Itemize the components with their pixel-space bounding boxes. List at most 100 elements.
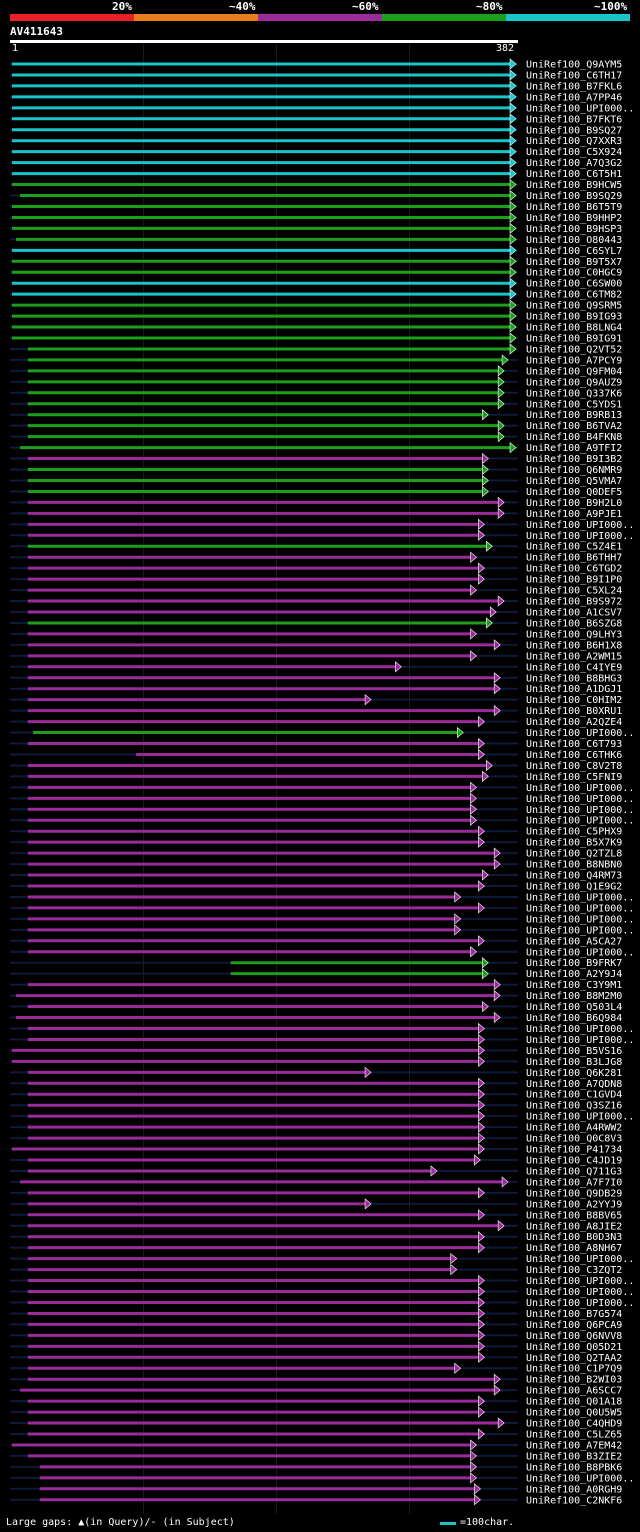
hit-row[interactable]: UniRef100_B8PBK6	[10, 1461, 622, 1474]
hit-row[interactable]: UniRef100_B9SQ29	[10, 189, 622, 203]
hit-row[interactable]: UniRef100_UPI000..	[10, 781, 634, 794]
hit-row[interactable]: UniRef100_A1CSV7	[10, 606, 622, 619]
hit-row[interactable]: UniRef100_C1P7Q9	[10, 1362, 622, 1375]
hit-row[interactable]: UniRef100_Q5VMA7	[10, 474, 622, 487]
hit-row[interactable]: UniRef100_A0RGH9	[10, 1483, 622, 1496]
hit-row[interactable]: UniRef100_A1DGJ1	[10, 683, 622, 696]
hit-row[interactable]: UniRef100_B6Q984	[10, 1011, 622, 1025]
hit-row[interactable]: UniRef100_Q7XXR3	[10, 135, 622, 148]
hit-row[interactable]: UniRef100_A7F7I0	[10, 1176, 622, 1189]
hit-row[interactable]: UniRef100_UPI000..	[10, 726, 634, 740]
hit-row[interactable]: UniRef100_B8M2M0	[10, 989, 622, 1003]
hit-row[interactable]: UniRef100_Q3SZ16	[10, 1099, 622, 1112]
hit-row[interactable]: UniRef100_C5PHX9	[10, 825, 622, 838]
hit-row[interactable]: UniRef100_UPI000..	[10, 913, 634, 926]
hit-row[interactable]: UniRef100_Q9SRM5	[10, 299, 622, 312]
hit-row[interactable]: UniRef100_A8NH67	[10, 1242, 622, 1255]
hit-row[interactable]: UniRef100_Q01A18	[10, 1395, 622, 1408]
hit-row[interactable]: UniRef100_C4QHD9	[10, 1417, 622, 1430]
hit-row[interactable]: UniRef100_A2YYJ9	[10, 1198, 622, 1211]
hit-row[interactable]: UniRef100_Q9FM04	[10, 365, 622, 378]
hit-row[interactable]: UniRef100_Q2VT52	[10, 343, 622, 356]
hit-row[interactable]: UniRef100_B9FRK7	[10, 957, 622, 970]
hit-row[interactable]: UniRef100_Q2TZL8	[10, 847, 622, 860]
hit-row[interactable]: UniRef100_B9IG91	[10, 332, 622, 345]
hit-row[interactable]: UniRef100_B3LJG8	[10, 1055, 622, 1068]
hit-row[interactable]: UniRef100_A7QDN8	[10, 1077, 622, 1090]
hit-row[interactable]: UniRef100_B8NBN0	[10, 858, 622, 871]
hit-row[interactable]: UniRef100_B9SQ27	[10, 124, 622, 136]
hit-row[interactable]: UniRef100_B6T5T9	[10, 200, 622, 213]
hit-row[interactable]: UniRef100_A2Y9J4	[10, 968, 622, 981]
hit-row[interactable]: UniRef100_Q1E9G2	[10, 880, 622, 893]
hit-row[interactable]: UniRef100_B4FKN8	[10, 430, 622, 444]
hit-row[interactable]: UniRef100_C5X924	[10, 146, 622, 159]
hit-row[interactable]: UniRef100_B0D3N3	[10, 1231, 622, 1244]
hit-row[interactable]: UniRef100_C6TGD2	[10, 562, 622, 575]
hit-row[interactable]: UniRef100_C6SW00	[10, 277, 622, 290]
hit-row[interactable]: UniRef100_C3Y9M1	[10, 978, 622, 992]
hit-row[interactable]: UniRef100_B6THH7	[10, 551, 622, 564]
hit-row[interactable]: UniRef100_A9TFI2	[10, 441, 622, 455]
hit-row[interactable]: UniRef100_C6T5H1	[10, 167, 622, 181]
hit-row[interactable]: UniRef100_UPI000..	[10, 902, 634, 915]
hit-row[interactable]: UniRef100_Q9DB29	[10, 1187, 622, 1200]
hit-row[interactable]: UniRef100_A2WM15	[10, 650, 622, 663]
hit-row[interactable]: UniRef100_C3ZQT2	[10, 1263, 622, 1277]
hit-row[interactable]: UniRef100_Q6PCA9	[10, 1318, 622, 1331]
hit-row[interactable]: UniRef100_UPI000..	[10, 102, 634, 115]
hit-row[interactable]: UniRef100_B9HHP2	[10, 211, 622, 224]
hit-row[interactable]: UniRef100_UPI000..	[10, 1296, 634, 1309]
hit-row[interactable]: UniRef100_Q337K6	[10, 387, 622, 400]
hit-row[interactable]: UniRef100_B5VS16	[10, 1044, 622, 1057]
hit-row[interactable]: UniRef100_UPI000..	[10, 792, 634, 805]
hit-row[interactable]: UniRef100_UPI000..	[10, 946, 634, 959]
hit-row[interactable]: UniRef100_B9IG93	[10, 310, 622, 323]
hit-row[interactable]: UniRef100_Q9AUZ9	[10, 376, 622, 389]
hit-row[interactable]: UniRef100_UPI000..	[10, 891, 634, 904]
hit-row[interactable]: UniRef100_B6SZG8	[10, 617, 622, 630]
hit-row[interactable]: UniRef100_C0HIM2	[10, 694, 622, 707]
hit-row[interactable]: UniRef100_C6TH17	[10, 69, 622, 82]
hit-row[interactable]: UniRef100_A7Q3G2	[10, 156, 622, 170]
hit-row[interactable]: UniRef100_B9HSP3	[10, 222, 622, 235]
hit-row[interactable]: UniRef100_Q05D21	[10, 1340, 622, 1353]
hit-row[interactable]: UniRef100_Q503L4	[10, 1000, 622, 1014]
hit-row[interactable]: UniRef100_Q6NVV8	[10, 1329, 622, 1342]
hit-row[interactable]: UniRef100_B9RB13	[10, 409, 622, 422]
hit-row[interactable]: UniRef100_C5FNI9	[10, 770, 622, 783]
hit-row[interactable]: UniRef100_C6THK6	[10, 748, 622, 761]
hit-row[interactable]: UniRef100_Q0DEF5	[10, 485, 622, 498]
hit-row[interactable]: UniRef100_B2WI03	[10, 1373, 622, 1386]
hit-row[interactable]: UniRef100_A5CA27	[10, 935, 622, 948]
hit-row[interactable]: UniRef100_C5LZ65	[10, 1428, 622, 1441]
hit-row[interactable]: UniRef100_C4JD19	[10, 1154, 622, 1167]
hit-row[interactable]: UniRef100_Q9LHY3	[10, 628, 622, 641]
hit-row[interactable]: UniRef100_UPI000..	[10, 924, 634, 937]
hit-row[interactable]: UniRef100_A6SCC7	[10, 1384, 622, 1397]
hit-row[interactable]: UniRef100_C6SYL7	[10, 244, 622, 257]
hit-row[interactable]: UniRef100_B0XRU1	[10, 704, 622, 718]
hit-row[interactable]: UniRef100_UPI000..	[10, 1110, 634, 1123]
hit-row[interactable]: UniRef100_B8BV65	[10, 1209, 622, 1222]
hit-row[interactable]: UniRef100_B9T5X7	[10, 255, 622, 268]
hit-row[interactable]: UniRef100_A8JIE2	[10, 1220, 622, 1233]
hit-row[interactable]: UniRef100_B8BHG3	[10, 672, 622, 685]
hit-row[interactable]: UniRef100_Q2TAA2	[10, 1351, 622, 1364]
hit-row[interactable]: UniRef100_C5XL24	[10, 584, 622, 597]
hit-row[interactable]: UniRef100_B9I3B2	[10, 452, 622, 466]
hit-row[interactable]: UniRef100_C4IYE9	[10, 661, 622, 674]
hit-row[interactable]: UniRef100_UPI000..	[10, 1472, 634, 1485]
hit-row[interactable]: UniRef100_UPI000..	[10, 814, 634, 827]
hit-row[interactable]: UniRef100_B6TVA2	[10, 420, 622, 433]
hit-row[interactable]: UniRef100_UPI000..	[10, 1274, 634, 1288]
hit-row[interactable]: UniRef100_B8LNG4	[10, 321, 622, 334]
hit-row[interactable]: UniRef100_C0HGC9	[10, 266, 622, 279]
hit-row[interactable]: UniRef100_A9PJE1	[10, 507, 622, 520]
hit-row[interactable]: UniRef100_C6TM82	[10, 288, 622, 301]
hit-row[interactable]: UniRef100_B6H1X8	[10, 639, 622, 652]
hit-row[interactable]: UniRef100_UPI000..	[10, 803, 634, 816]
hit-row[interactable]: UniRef100_Q711G3	[10, 1165, 622, 1178]
hit-row[interactable]: UniRef100_UPI000..	[10, 1252, 634, 1266]
hit-row[interactable]: UniRef100_B7G574	[10, 1307, 622, 1320]
